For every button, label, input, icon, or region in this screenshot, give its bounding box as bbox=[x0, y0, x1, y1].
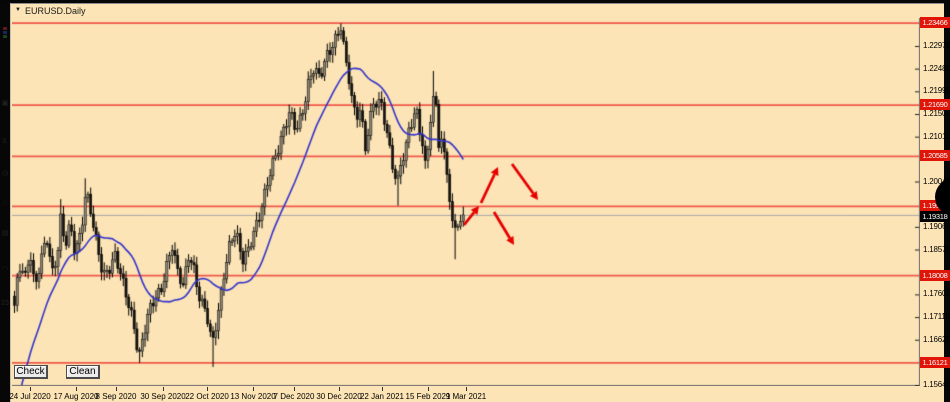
level-price-tag: 1.18008 bbox=[920, 269, 950, 281]
price-tick-label: 1.18570 bbox=[923, 244, 950, 254]
price-tick-label: 1.20040 bbox=[923, 176, 950, 186]
sidebar-logo-icon bbox=[3, 27, 7, 30]
video-sidebar: ▣ 3. ◷ ☆ ▤ ◠ 23 bbox=[0, 0, 10, 402]
date-tick-label: 9 Mar 2021 bbox=[445, 392, 487, 401]
facecam-overlay-circle bbox=[935, 178, 950, 216]
price-tick-label: 1.17110 bbox=[923, 312, 950, 322]
price-tick-label: 1.21990 bbox=[923, 86, 950, 96]
sidebar-faint-star-icon: ☆ bbox=[1, 200, 9, 207]
level-price-tag: 1.21690 bbox=[920, 99, 950, 111]
sidebar-faint-text: 23 bbox=[1, 300, 9, 307]
check-button[interactable]: Check bbox=[14, 365, 48, 379]
date-tick-mark bbox=[294, 387, 295, 391]
price-tick-label: 1.19060 bbox=[923, 221, 950, 231]
date-tick-mark bbox=[116, 387, 117, 391]
sidebar-faint-clock-icon: ◷ bbox=[1, 170, 9, 177]
price-axis[interactable]: 1.22970 1.22480 1.21990 1.21500 1.21010 1.200… bbox=[920, 4, 950, 402]
date-tick-label: 22 Jan 2021 bbox=[359, 392, 405, 401]
date-tick-label: 8 Sep 2020 bbox=[95, 392, 137, 401]
sidebar-logo-icon bbox=[3, 31, 7, 34]
price-tick-label: 1.21010 bbox=[923, 131, 950, 141]
date-tick-label: 30 Sep 2020 bbox=[140, 392, 186, 401]
date-tick-mark bbox=[76, 387, 77, 391]
date-tick-mark bbox=[207, 387, 208, 391]
clean-button[interactable]: Clean bbox=[66, 365, 100, 379]
date-tick-label: 24 Jul 2020 bbox=[9, 392, 51, 401]
price-tick-label: 1.15640 bbox=[923, 380, 950, 390]
price-tick-label: 1.16620 bbox=[923, 334, 950, 344]
date-tick-label: 15 Feb 2021 bbox=[405, 392, 451, 401]
date-tick-mark bbox=[163, 387, 164, 391]
date-tick-label: 7 Dec 2020 bbox=[273, 392, 315, 401]
date-tick-mark bbox=[466, 387, 467, 391]
chart-title: EURUSD.Daily bbox=[24, 5, 86, 16]
date-tick-label: 30 Dec 2020 bbox=[316, 392, 362, 401]
sidebar-faint-cloud-icon: ◠ bbox=[1, 266, 9, 273]
date-axis[interactable]: 24 Jul 2020 17 Aug 2020 8 Sep 2020 30 Sep 2… bbox=[9, 386, 920, 402]
price-tick-label: 1.21500 bbox=[923, 108, 950, 118]
mt4-chart-window: ▼ EURUSD.Daily 1.22970 1.22480 1.21990 1.21… bbox=[9, 3, 950, 402]
level-price-tag: 1.23466 bbox=[920, 17, 950, 29]
price-tick-label: 1.17600 bbox=[923, 289, 950, 299]
date-tick-mark bbox=[382, 387, 383, 391]
level-price-tag: 1.20585 bbox=[920, 150, 950, 162]
sidebar-faint-text: 3. bbox=[2, 138, 8, 145]
bid-price-tag: 1.19318 bbox=[920, 210, 950, 222]
date-tick-mark bbox=[339, 387, 340, 391]
date-tick-mark bbox=[30, 387, 31, 391]
date-tick-mark bbox=[253, 387, 254, 391]
chart-title-bar[interactable]: ▼ EURUSD.Daily bbox=[11, 4, 944, 17]
date-tick-mark bbox=[428, 387, 429, 391]
sidebar-faint-box-icon: ▤ bbox=[1, 230, 9, 237]
price-chart-canvas[interactable] bbox=[12, 18, 920, 386]
sidebar-logo-icon bbox=[3, 35, 7, 38]
level-price-tag: 1.16121 bbox=[920, 356, 950, 368]
date-tick-label: 13 Nov 2020 bbox=[230, 392, 276, 401]
price-tick-label: 1.22480 bbox=[923, 63, 950, 73]
date-tick-label: 22 Oct 2020 bbox=[185, 392, 229, 401]
top-edge bbox=[0, 0, 950, 3]
level-price-tag: 1.19504 bbox=[920, 200, 950, 212]
sidebar-faint-square-icon: ▣ bbox=[1, 100, 9, 107]
date-tick-label: 17 Aug 2020 bbox=[53, 392, 99, 401]
price-tick-label: 1.22970 bbox=[923, 40, 950, 50]
chevron-down-icon: ▼ bbox=[15, 7, 21, 13]
